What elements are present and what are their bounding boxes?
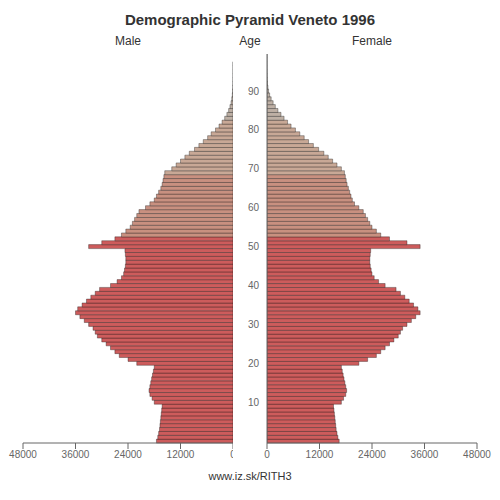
svg-text:24000: 24000: [114, 449, 142, 460]
svg-text:30: 30: [248, 319, 260, 330]
html-text:Female: Female: [352, 34, 392, 48]
svg-text:40: 40: [248, 280, 260, 291]
svg-text:70: 70: [248, 163, 260, 174]
html-text:www.iz.sk/RITH3: www.iz.sk/RITH3: [208, 470, 292, 482]
svg-text:90: 90: [248, 86, 260, 97]
svg-text:12000: 12000: [306, 449, 334, 460]
svg-text:48000: 48000: [9, 449, 37, 460]
html-text:Male: Male: [115, 34, 141, 48]
svg-text:24000: 24000: [358, 449, 386, 460]
svg-text:10: 10: [248, 397, 260, 408]
html-text:Age: Age: [239, 34, 261, 48]
svg-text:48000: 48000: [463, 449, 491, 460]
svg-text:0: 0: [264, 449, 270, 460]
svg-text:60: 60: [248, 202, 260, 213]
svg-text:80: 80: [248, 124, 260, 135]
html-text:Demographic Pyramid Veneto 199: Demographic Pyramid Veneto 1996: [124, 11, 375, 28]
svg-text:36000: 36000: [62, 449, 90, 460]
svg-text:12000: 12000: [167, 449, 195, 460]
svg-text:36000: 36000: [411, 449, 439, 460]
svg-text:0: 0: [230, 449, 233, 460]
svg-text:20: 20: [248, 358, 260, 369]
svg-text:50: 50: [248, 241, 260, 252]
